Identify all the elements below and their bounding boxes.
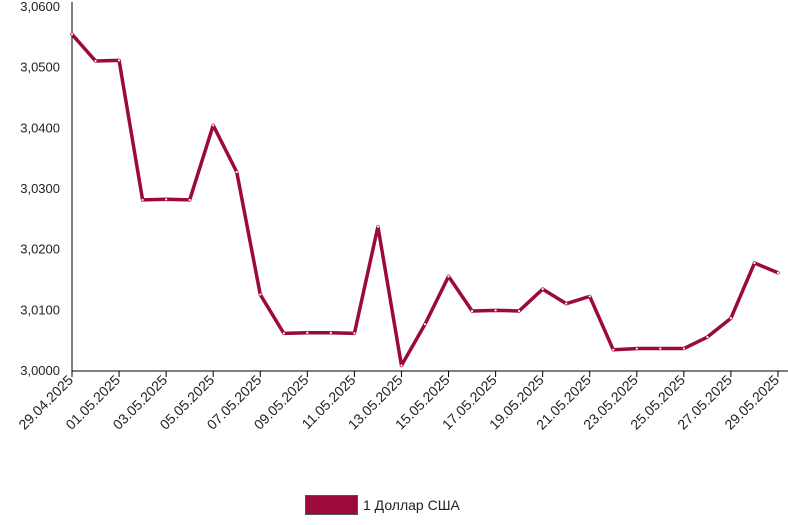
data-point	[635, 347, 638, 350]
data-point	[188, 198, 191, 202]
data-point	[682, 347, 685, 350]
y-tick-label: 3,0200	[20, 242, 60, 257]
data-point	[329, 331, 332, 334]
data-point	[117, 59, 121, 62]
y-tick-label: 3,0100	[20, 302, 60, 317]
data-point	[447, 275, 450, 278]
x-axis: 29.04.202501.05.202503.05.202505.05.2025…	[15, 370, 788, 433]
data-point	[235, 170, 238, 174]
legend-label: 1 Доллар США	[363, 497, 460, 513]
data-point	[94, 59, 97, 63]
data-point	[470, 309, 474, 313]
y-tick-label: 3,0400	[20, 120, 60, 135]
data-point	[612, 348, 615, 351]
data-point	[518, 309, 521, 313]
data-point	[282, 332, 285, 335]
data-point	[353, 332, 356, 335]
data-point	[141, 198, 144, 202]
data-point	[259, 293, 262, 296]
data-point	[729, 317, 733, 320]
legend: 1 Доллар США	[305, 495, 460, 515]
data-point	[376, 225, 380, 228]
y-tick-label: 3,0000	[20, 363, 60, 378]
data-point	[706, 335, 709, 339]
data-point	[494, 309, 497, 312]
data-point	[753, 261, 756, 265]
series-layer	[70, 32, 780, 368]
data-point	[306, 331, 309, 334]
data-point	[165, 198, 168, 201]
data-point	[541, 288, 544, 291]
y-axis: 3,0000 3,0100 3,0200 3,0300 3,0400 3,0500 3,06…	[20, 0, 73, 378]
data-point	[588, 295, 591, 298]
data-point	[70, 33, 74, 36]
legend-swatch	[305, 495, 358, 515]
series-line	[70, 32, 780, 368]
data-point	[776, 271, 780, 274]
data-point	[212, 124, 215, 127]
y-tick-label: 3,0500	[20, 60, 60, 75]
y-tick-label: 3,0600	[20, 0, 60, 14]
data-point	[400, 364, 403, 367]
data-point	[659, 347, 662, 350]
data-point	[565, 302, 568, 305]
y-tick-label: 3,0300	[20, 181, 60, 196]
data-point	[423, 323, 427, 326]
